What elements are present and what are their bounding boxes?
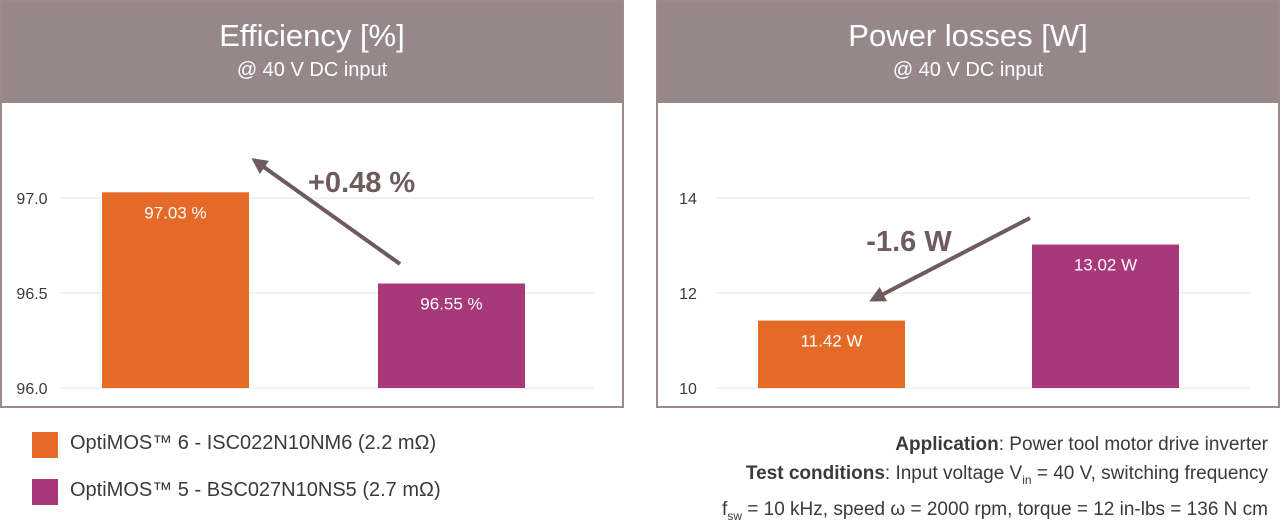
application-line: Application: Power tool motor drive inve… — [628, 430, 1268, 459]
y-tick-label: 96.0 — [16, 381, 47, 398]
test-conditions-line-1: Test conditions: Input voltage Vin = 40 … — [628, 459, 1268, 495]
test-conditions-text-1: : Input voltage V — [884, 463, 1023, 484]
y-tick-label: 10 — [679, 381, 697, 398]
fsw-f: f — [722, 498, 728, 520]
bar — [758, 320, 905, 388]
test-conditions-line-2: fsw = 10 kHz, speed ω = 2000 rpm, torque… — [628, 495, 1268, 531]
bar — [1032, 244, 1179, 388]
power-losses-chart-panel: Power losses [W] @ 40 V DC input 10 12 14 1… — [656, 0, 1280, 408]
legend-swatch-orange — [32, 432, 58, 458]
efficiency-chart-title: Efficiency [%] — [219, 18, 405, 53]
power-losses-chart-subtitle: @ 40 V DC input — [892, 59, 1044, 81]
annotation-label: -1.6 W — [866, 226, 952, 258]
application-label: Application — [895, 434, 999, 455]
fsw-subscript: sw — [727, 508, 742, 523]
annotation-arrow — [251, 158, 402, 266]
efficiency-chart-panel: Efficiency [%] @ 40 V DC input 96.0 96.5 9… — [0, 0, 624, 408]
y-tick-label: 12 — [679, 286, 697, 303]
bar-data-label: 97.03 % — [144, 203, 206, 222]
legend-label-optimos6: OptiMOS™ 6 - ISC022N10NM6 (2.2 mΩ) — [70, 432, 437, 454]
vin-subscript: in — [1022, 472, 1032, 487]
bar — [102, 192, 249, 388]
power-losses-chart-title: Power losses [W] — [848, 18, 1088, 53]
test-conditions-text-2: = 40 V, switching frequency — [1031, 463, 1268, 484]
application-text: : Power tool motor drive inverter — [998, 434, 1268, 455]
test-conditions-label: Test conditions — [745, 463, 885, 484]
test-conditions-text-3: = 10 kHz, speed ω = 2000 rpm, torque = 1… — [741, 498, 1268, 520]
bar-data-label: 11.42 W — [800, 332, 862, 351]
y-tick-label: 96.5 — [16, 286, 47, 303]
annotation-label: +0.48 % — [308, 167, 415, 199]
bar-data-label: 13.02 W — [1074, 256, 1137, 275]
efficiency-chart-subtitle: @ 40 V DC input — [236, 59, 388, 81]
bar — [378, 283, 525, 388]
legend-swatch-purple — [32, 479, 58, 505]
efficiency-chart-header: Efficiency [%] @ 40 V DC input — [2, 2, 622, 103]
y-tick-label: 97.0 — [16, 191, 47, 208]
test-notes: Application: Power tool motor drive inve… — [628, 430, 1268, 531]
legend-label-optimos5: OptiMOS™ 5 - BSC027N10NS5 (2.7 mΩ) — [70, 479, 441, 501]
power-losses-chart-header: Power losses [W] @ 40 V DC input — [658, 2, 1278, 103]
y-tick-label: 14 — [679, 191, 697, 208]
efficiency-bar-chart: 96.0 96.5 97.0 97.03 % 96.55 % +0.48 % — [16, 158, 594, 398]
bar-data-label: 96.55 % — [420, 295, 482, 314]
power-losses-bar-chart: 10 12 14 11.42 W 13.02 W -1.6 W — [679, 191, 1250, 398]
annotation-arrow — [869, 216, 1031, 302]
